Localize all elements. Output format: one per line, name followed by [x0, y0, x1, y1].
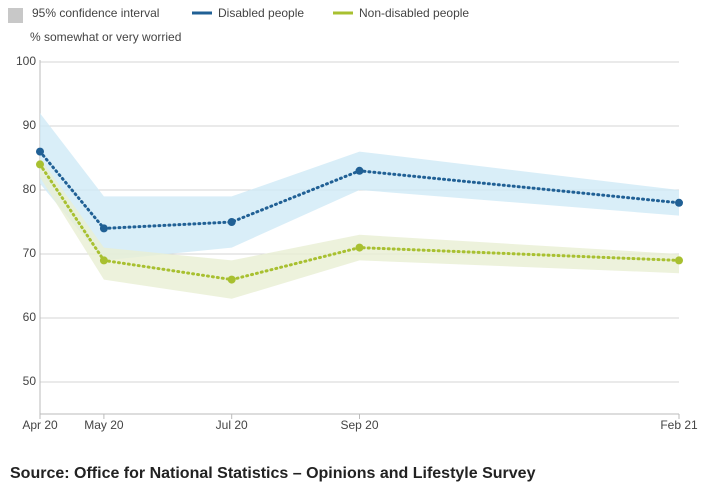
- series-line: [38, 150, 681, 230]
- x-tick-label: Feb 21: [660, 418, 698, 432]
- point: [675, 198, 683, 207]
- x-tick-label: May 20: [84, 418, 124, 432]
- x-tick-label: Sep 20: [340, 418, 378, 432]
- y-tick-label: 50: [23, 374, 37, 388]
- legend-label: Disabled people: [218, 6, 304, 20]
- legend-label: Non-disabled people: [359, 6, 469, 20]
- y-tick-label: 90: [23, 118, 37, 132]
- confidence-band: [40, 158, 679, 299]
- x-tick-label: Apr 20: [22, 418, 58, 432]
- band-legend-label: 95% confidence interval: [32, 6, 159, 20]
- y-axis-label: % somewhat or very worried: [30, 30, 181, 44]
- y-tick-label: 70: [23, 246, 37, 260]
- y-tick-label: 80: [23, 182, 37, 196]
- point: [36, 147, 44, 156]
- y-tick-label: 100: [16, 54, 36, 68]
- source: Source: Office for National Statistics –…: [10, 465, 536, 482]
- x-tick-label: Jul 20: [216, 418, 248, 432]
- point: [355, 166, 364, 175]
- band-legend-swatch: [8, 8, 23, 23]
- point: [227, 218, 236, 226]
- point: [36, 160, 44, 169]
- point: [99, 224, 108, 233]
- point: [227, 275, 236, 284]
- point: [355, 243, 364, 252]
- point: [675, 256, 683, 265]
- y-tick-label: 60: [23, 310, 37, 324]
- point: [99, 256, 108, 265]
